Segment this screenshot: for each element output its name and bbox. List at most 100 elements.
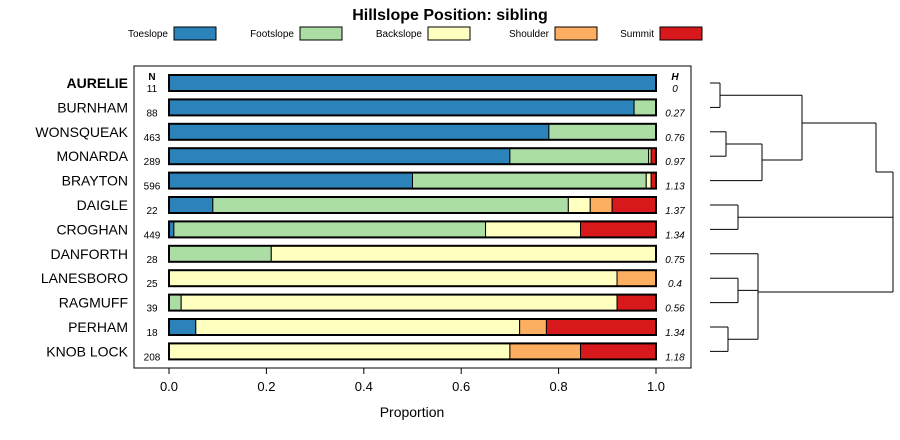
- row-label: PERHAM: [68, 319, 128, 335]
- bar-segment-toeslope: [168, 147, 511, 165]
- row-label: KNOB LOCK: [46, 343, 128, 359]
- legend-label-shoulder: Shoulder: [509, 29, 550, 40]
- bar-outline: [168, 74, 657, 92]
- row-n-value: 22: [146, 206, 158, 217]
- row-label: WONSQUEAK: [35, 124, 128, 140]
- row-n-value: 25: [146, 279, 158, 290]
- row-label: BURNHAM: [57, 99, 128, 115]
- row-label: RAGMUFF: [59, 295, 128, 311]
- rows-group: AURELIE 11 0 BURNHAM 88 0.27 WONSQUEAK 463 0.76 M…: [35, 74, 685, 363]
- legend-label-backslope: Backslope: [376, 29, 423, 40]
- legend-label-footslope: Footslope: [250, 29, 294, 40]
- x-axis: 0.0 0.2 0.4 0.6 0.8 1.0: [160, 368, 665, 394]
- plot-frame: [133, 65, 692, 369]
- bar-outline: [168, 220, 657, 239]
- bar-segment-backslope: [168, 269, 618, 287]
- row-h-value: 1.37: [665, 206, 685, 217]
- row-n-value: 11: [147, 84, 158, 95]
- legend-swatch-backslope: [427, 26, 471, 41]
- row-label: AURELIE: [67, 75, 128, 91]
- row-h-value: 0.27: [665, 108, 685, 119]
- legend-label-summit: Summit: [620, 29, 654, 40]
- bar-segment-backslope: [567, 196, 591, 214]
- chart-title: Hillslope Position: sibling: [352, 7, 548, 24]
- bar-segment-toeslope: [168, 196, 214, 214]
- legend-swatch-summit: [659, 26, 703, 41]
- legend-label-toeslope: Toeslope: [128, 29, 168, 40]
- row-n-value: 449: [144, 230, 161, 241]
- row-n-value: 463: [144, 133, 161, 144]
- row-h-value: 0.75: [665, 255, 685, 266]
- dendrogram: [710, 82, 894, 352]
- legend-swatch-footslope: [299, 26, 343, 41]
- bar-outline: [168, 318, 657, 336]
- bar-segment-toeslope: [168, 172, 413, 190]
- bar-segment-shoulder: [589, 196, 613, 214]
- row-label: LANESBORO: [41, 270, 128, 286]
- bar-segment-toeslope: [168, 74, 657, 92]
- bar-segment-shoulder: [616, 269, 657, 287]
- row-label: CROGHAN: [56, 221, 128, 237]
- bar-outline: [168, 244, 657, 263]
- bar-segment-summit: [616, 294, 657, 312]
- row-h-value: 1.34: [665, 230, 685, 241]
- legend-swatch-shoulder: [554, 26, 598, 41]
- bar-outline: [168, 269, 657, 288]
- row-n-value: 208: [144, 352, 161, 363]
- legend: Toeslope Footslope Backslope Shoulder Summit: [128, 26, 703, 41]
- n-header: N: [148, 72, 155, 83]
- bar-segment-footslope: [168, 245, 272, 263]
- bar-outline: [168, 293, 657, 312]
- x-tick-label: 0.8: [550, 379, 568, 394]
- bar-segment-summit: [580, 220, 657, 238]
- bar-segment-backslope: [270, 245, 657, 263]
- bar-outline: [168, 122, 657, 141]
- row-label: DANFORTH: [50, 246, 128, 262]
- x-tick-label: 0.2: [257, 379, 275, 394]
- bar-segment-footslope: [412, 172, 647, 190]
- x-tick-label: 1.0: [647, 379, 665, 394]
- row-n-value: 88: [146, 108, 158, 119]
- bar-segment-footslope: [212, 196, 569, 214]
- bar-segment-footslope: [548, 123, 657, 141]
- row-h-value: 1.34: [665, 328, 685, 339]
- x-tick-label: 0.4: [355, 379, 373, 394]
- x-tick-label: 0.0: [160, 379, 178, 394]
- row-n-value: 289: [144, 157, 161, 168]
- row-h-value: 0.4: [668, 279, 682, 290]
- bar-segment-summit: [580, 342, 657, 360]
- bar-segment-backslope: [168, 342, 511, 360]
- x-tick-label: 0.6: [452, 379, 470, 394]
- bar-segment-summit: [545, 318, 657, 336]
- bar-segment-shoulder: [509, 342, 582, 360]
- row-n-value: 39: [146, 304, 158, 315]
- bar-segment-footslope: [633, 98, 657, 116]
- h-header: H: [671, 72, 679, 83]
- bar-segment-footslope: [168, 294, 182, 312]
- row-label: DAIGLE: [77, 197, 128, 213]
- bar-segment-toeslope: [168, 98, 635, 116]
- bar-segment-backslope: [485, 220, 582, 238]
- bar-segment-footslope: [173, 220, 487, 238]
- row-h-value: 0.97: [665, 157, 685, 168]
- bar-segment-shoulder: [519, 318, 547, 336]
- row-n-value: 18: [146, 328, 158, 339]
- legend-swatch-toeslope: [173, 26, 217, 41]
- bar-outline: [168, 171, 657, 190]
- x-axis-title: Proportion: [380, 404, 445, 420]
- bar-segment-summit: [611, 196, 657, 214]
- row-n-value: 28: [146, 255, 158, 266]
- row-h-value: 1.13: [665, 182, 685, 193]
- bar-segment-toeslope: [168, 123, 550, 141]
- bar-outline: [168, 147, 657, 166]
- bar-segment-backslope: [180, 294, 618, 312]
- bar-segment-backslope: [645, 172, 652, 190]
- row-h-value: 0.76: [665, 133, 685, 144]
- bar-segment-toeslope: [168, 318, 197, 336]
- row-label: BRAYTON: [62, 173, 128, 189]
- row-label: MONARDA: [56, 148, 128, 164]
- bar-segment-backslope: [195, 318, 521, 336]
- row-h-value: 0: [672, 84, 678, 95]
- bar-segment-footslope: [509, 147, 650, 165]
